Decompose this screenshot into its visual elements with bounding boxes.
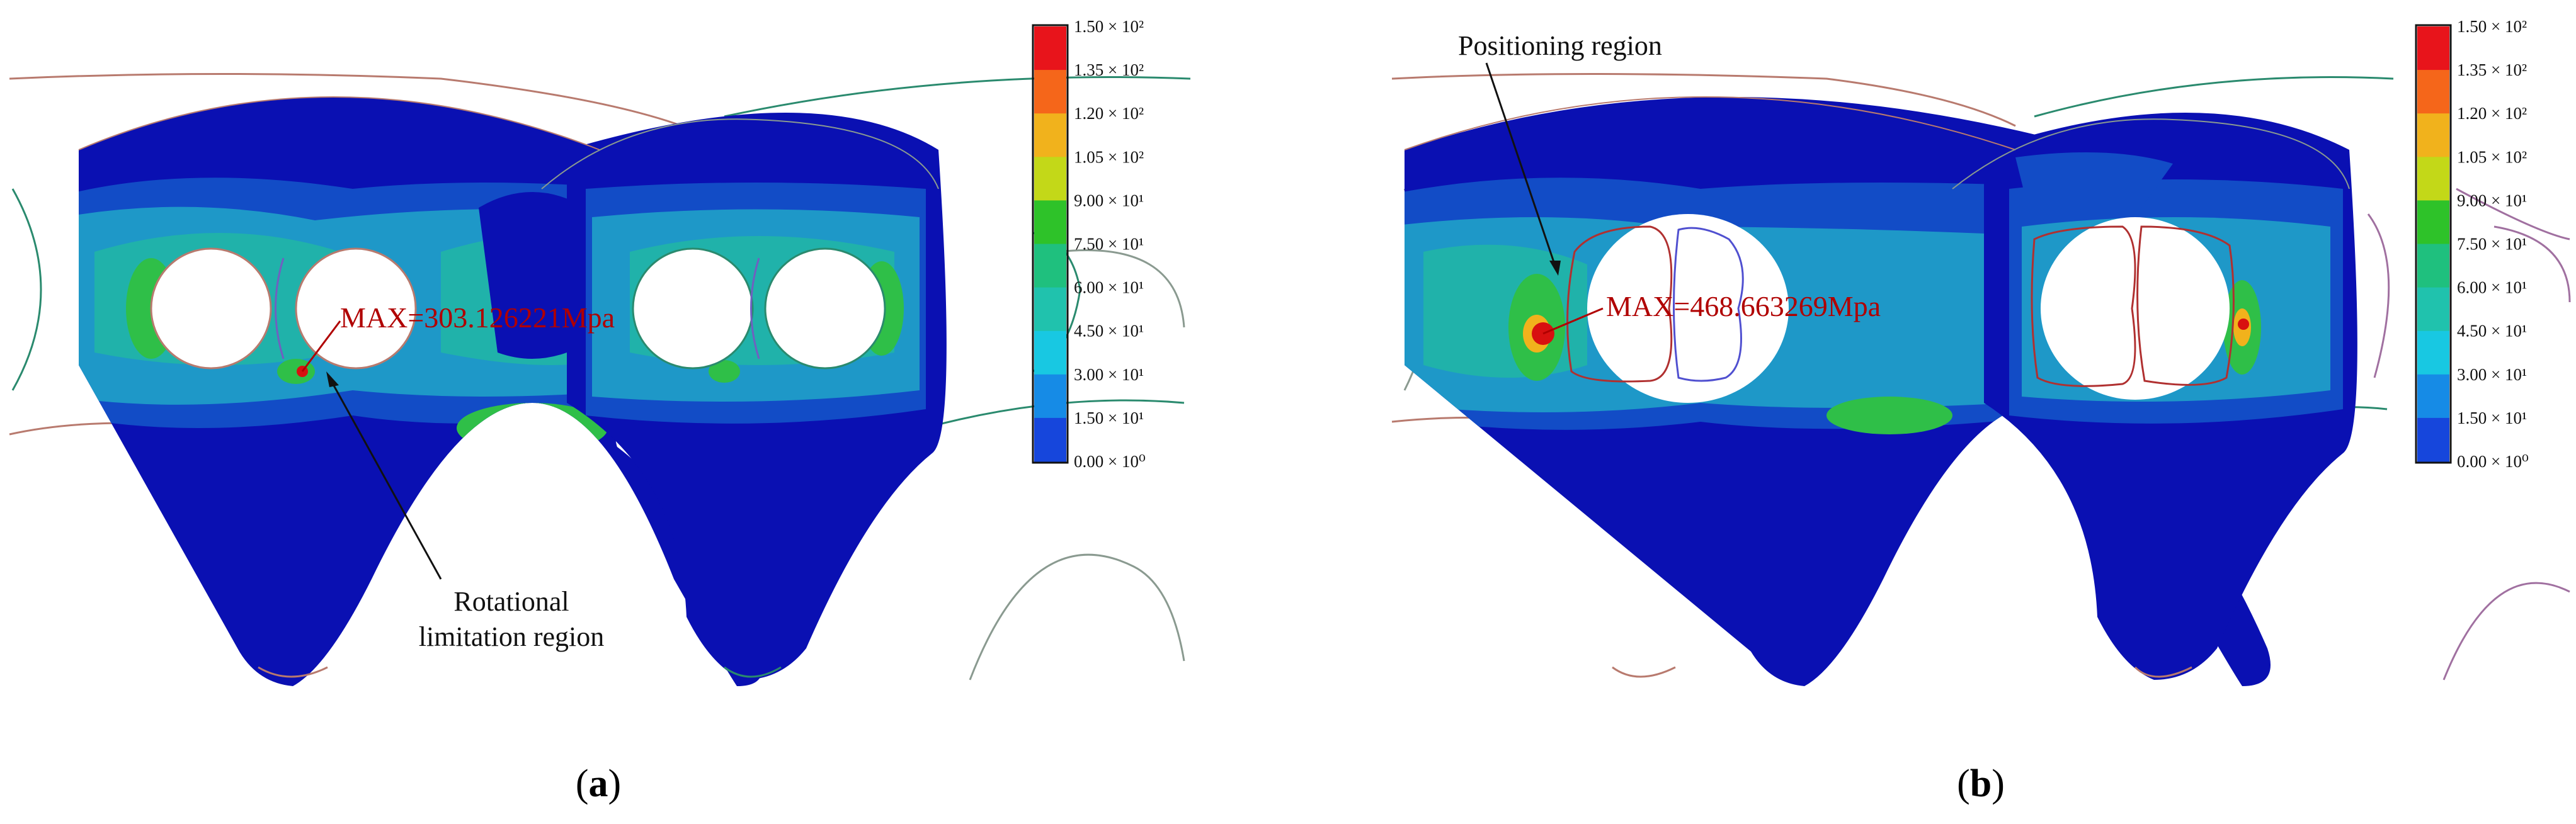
legend-b-swatch-8 [2417,374,2449,419]
legend-a-label-5: 7.50 × 10¹ [1074,235,1144,254]
legend-b-label-2: 1.20 × 10² [2457,104,2527,123]
max-leader-b [1542,307,1604,335]
holes-a [150,247,886,370]
legend-b-label-0: 1.50 × 10² [2457,17,2527,36]
legend-a-swatch-2 [1034,113,1066,157]
legend-b-swatch-9 [2417,417,2449,462]
legend-a-label-9: 1.50 × 10¹ [1074,409,1144,427]
legend-a-swatch-3 [1034,157,1066,201]
legend-b-label-7: 4.50 × 10¹ [2457,322,2527,341]
legend-a-label-0: 1.50 × 10² [1074,17,1144,36]
legend-a-label-4: 9.00 × 10¹ [1074,191,1144,210]
legend-b-label-3: 1.05 × 10² [2457,147,2527,166]
max-label-a: MAX=303.126221Mpa [340,302,615,334]
legend-b-swatch-3 [2417,157,2449,201]
legend-a-swatch-4 [1034,200,1066,244]
legend-a-label-7: 4.50 × 10¹ [1074,322,1144,341]
annotation-arrow-a [328,376,442,580]
max-label-b: MAX=468.663269Mpa [1606,290,1881,322]
legend-a-label-8: 3.00 × 10¹ [1074,365,1144,384]
subfig-label-b: (b) [1957,762,2005,805]
legend-b-label-9: 1.50 × 10¹ [2457,409,2527,427]
legend-b-label-5: 7.50 × 10¹ [2457,235,2527,254]
legend-a: 1.50 × 10² 1.35 × 10² 1.20 × 10² 1.05 × 10²… [1032,17,1146,471]
max-leader-a [301,320,341,372]
legend-b-swatch-5 [2417,244,2449,288]
annotation-b: Positioning region [1458,30,1662,61]
panel-a: MAX=303.126221Mpa Rotational limitation … [9,17,1191,805]
legend-a-label-6: 6.00 × 10¹ [1074,278,1144,297]
annotation-a-line2: limitation region [419,621,605,652]
legend-b-label-10: 0.00 × 10⁰ [2457,452,2529,471]
legend-a-swatch-8 [1034,374,1066,419]
legend-a-label-2: 1.20 × 10² [1074,104,1144,123]
panel-b: MAX=468.663269Mpa Positioning region 1.5… [1391,17,2571,805]
legend-a-label-1: 1.35 × 10² [1074,60,1144,79]
legend-b-swatch-2 [2417,113,2449,157]
legend-a-swatch-5 [1034,244,1066,288]
legend-a-swatch-1 [1034,70,1066,114]
annotation-arrow-b [1485,62,1557,268]
legend-b-swatch-7 [2417,330,2449,375]
holes-b [1566,214,2235,403]
legend-b: 1.50 × 10² 1.35 × 10² 1.20 × 10² 1.05 × 10²… [2415,17,2529,471]
legend-a-label-10: 0.00 × 10⁰ [1074,452,1146,471]
legend-a-swatch-6 [1034,287,1066,332]
annotation-a-line1: Rotational [453,586,569,617]
legend-b-label-4: 9.00 × 10¹ [2457,191,2527,210]
legend-b-swatch-4 [2417,200,2449,244]
subfig-label-a: (a) [576,762,621,805]
legend-b-swatch-6 [2417,287,2449,332]
legend-a-swatch-7 [1034,330,1066,375]
legend-b-label-8: 3.00 × 10¹ [2457,365,2527,384]
legend-b-swatch-0 [2417,26,2449,71]
legend-b-label-6: 6.00 × 10¹ [2457,278,2527,297]
legend-b-swatch-1 [2417,70,2449,114]
legend-a-swatch-9 [1034,417,1066,462]
legend-b-label-1: 1.35 × 10² [2457,60,2527,79]
legend-a-label-3: 1.05 × 10² [1074,147,1144,166]
legend-a-swatch-0 [1034,26,1066,71]
